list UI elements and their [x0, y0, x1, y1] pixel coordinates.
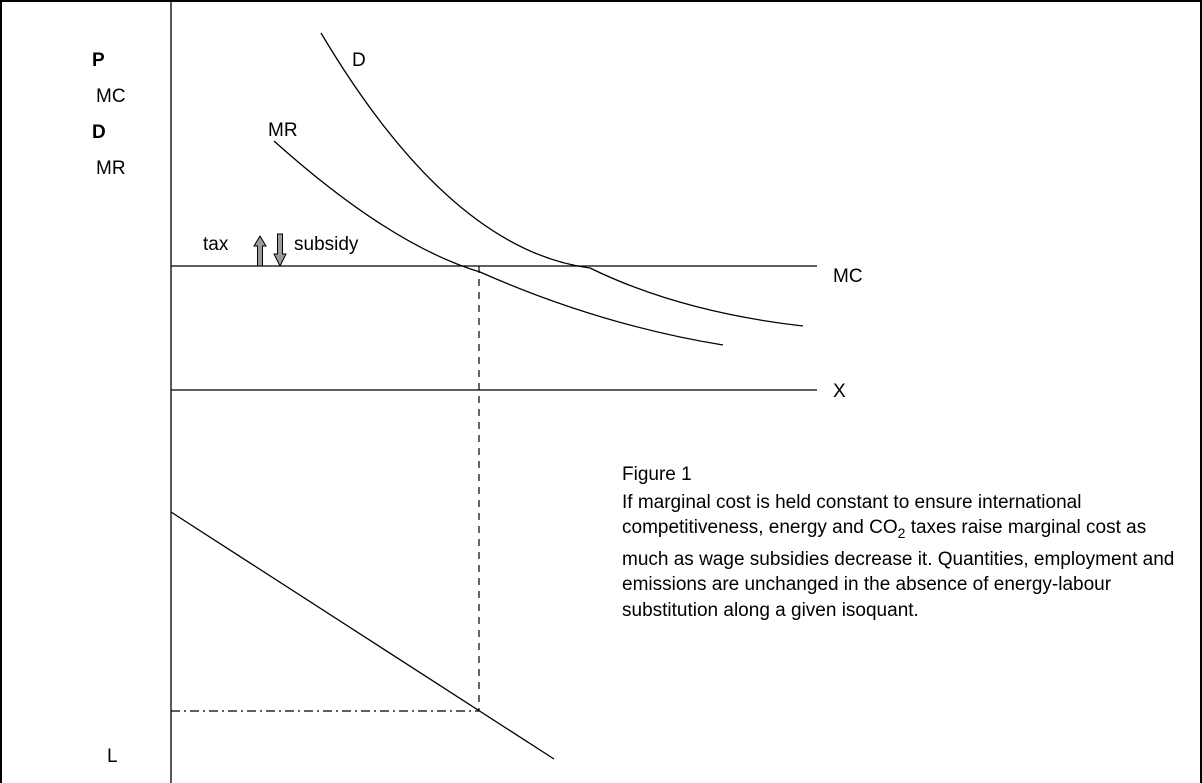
curve-label-x: X [833, 381, 846, 402]
caption-text-part2: taxes raise marginal cost as much as wag… [622, 517, 1175, 621]
caption-body: If marginal cost is held constant to ens… [622, 490, 1182, 624]
caption-text-part1: If marginal cost is held constant to ens… [622, 491, 1082, 539]
axis-label-mc: MC [96, 86, 126, 107]
marginal-revenue-curve [273, 140, 724, 346]
curve-label-mr: MR [268, 120, 298, 141]
caption-title: Figure 1 [622, 464, 692, 485]
axis-label-d: D [92, 122, 106, 143]
curve-label-mc: MC [833, 266, 863, 287]
subsidy-down-arrow-icon [273, 233, 287, 268]
axis-label-mr: MR [96, 158, 126, 179]
axis-label-p: P [92, 50, 105, 71]
tax-label: tax [203, 234, 229, 255]
demand-curve [320, 32, 804, 327]
subsidy-label: subsidy [294, 234, 359, 255]
caption-subscript: 2 [897, 524, 906, 541]
tax-up-arrow-icon [253, 235, 267, 267]
labour-line [170, 511, 555, 760]
curve-label-d: D [352, 50, 366, 71]
axis-label-l: L [107, 746, 118, 767]
figure-caption: Figure 1 If marginal cost is held consta… [622, 462, 1182, 623]
